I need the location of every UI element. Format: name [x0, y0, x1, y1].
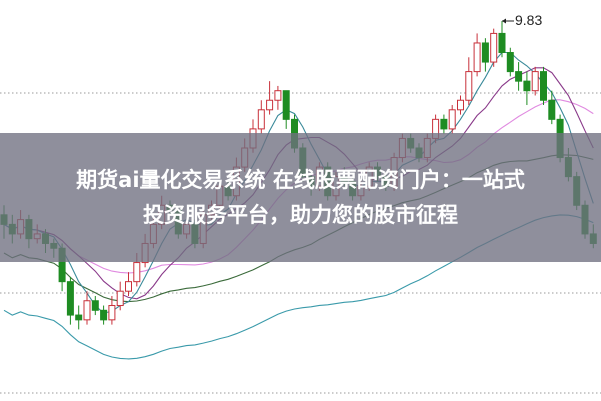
candle-down [506, 52, 514, 73]
candle-up [465, 71, 473, 101]
candle-down [440, 118, 448, 130]
candle-up [448, 109, 456, 130]
candle-down [523, 80, 531, 92]
candle-up [274, 90, 282, 101]
candle-down [282, 90, 290, 120]
candle-down [66, 281, 74, 316]
candle-up [108, 305, 116, 321]
candle-down [515, 71, 523, 82]
candle-down [100, 309, 108, 321]
candle-up [531, 71, 539, 92]
candle-up [257, 109, 265, 130]
candle-up [266, 99, 274, 111]
banner-line-1: 期货ai量化交易系统 在线股票配资门户：一站式 [76, 167, 525, 192]
candle-up [457, 99, 464, 111]
max-price-label: 9.83 [515, 12, 543, 28]
candle-up [125, 281, 132, 292]
candle-down [548, 99, 556, 120]
max-arrow-icon [502, 18, 506, 24]
banner-line-2: 投资服务平台，助力您的股市征程 [143, 202, 458, 227]
candle-up [473, 42, 481, 73]
candle-down [540, 71, 547, 101]
overlay-banner: 期货ai量化交易系统 在线股票配资门户：一站式 投资服务平台，助力您的股市征程 [0, 133, 601, 262]
candle-down [91, 300, 99, 311]
candle-up [133, 262, 141, 283]
candle-up [490, 32, 498, 63]
candle-down [481, 42, 489, 63]
candle-up [116, 290, 124, 307]
candle-down [75, 314, 83, 321]
candle-down [498, 32, 506, 54]
candle-up [83, 300, 91, 321]
